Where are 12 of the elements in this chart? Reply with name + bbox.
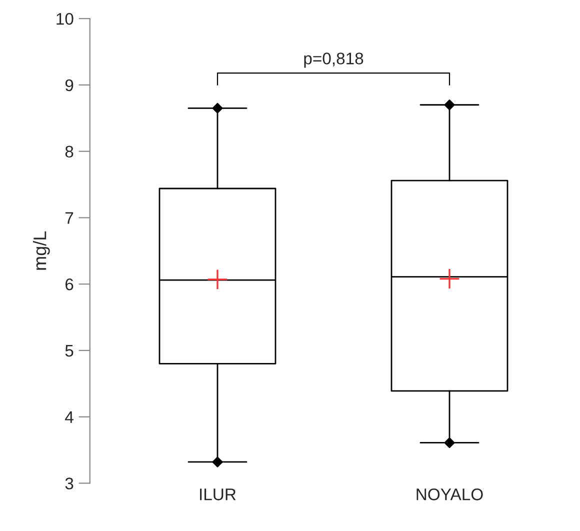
y-axis-title: mg/L: [33, 231, 50, 270]
annotation: p=0,818: [304, 52, 364, 68]
x-tick-label: ILUR: [200, 488, 236, 500]
y-tick-label: 6: [66, 278, 74, 290]
x-tick-label: NOYALO: [416, 488, 483, 500]
y-tick-label: 4: [65, 411, 74, 423]
y-tick-label: 7: [66, 212, 74, 224]
y-tick-label: 5: [65, 345, 74, 357]
y-tick-label: 8: [65, 146, 74, 158]
y-tick-label: 10: [56, 12, 74, 25]
y-tick-label: 9: [65, 79, 74, 92]
y-tick-label: 3: [65, 478, 74, 490]
